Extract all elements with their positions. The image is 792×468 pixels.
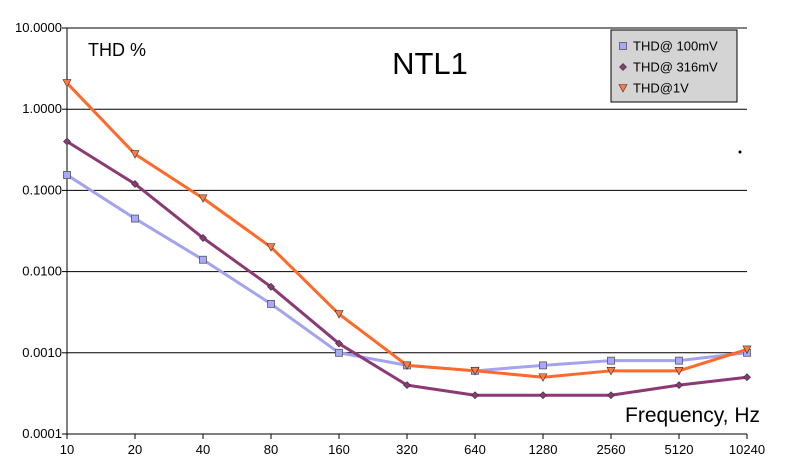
x-tick-label: 5120	[665, 442, 694, 457]
data-point	[607, 356, 615, 365]
x-tick-label: 320	[396, 442, 418, 457]
data-point	[471, 391, 479, 400]
series-group	[62, 79, 752, 400]
data-point	[743, 373, 751, 382]
data-point	[674, 367, 684, 376]
data-point	[403, 381, 411, 390]
y-tick-label: 0.1000	[22, 182, 62, 197]
data-point	[267, 300, 275, 308]
series-2	[63, 137, 751, 400]
x-tick-label: 80	[264, 442, 278, 457]
data-point	[607, 391, 615, 400]
data-point	[539, 391, 547, 400]
y-tick-label: 1.0000	[22, 101, 62, 116]
data-point	[538, 373, 548, 382]
data-point	[266, 243, 276, 252]
x-tick-label: 10	[60, 442, 74, 457]
legend: THD@ 100mV THD@ 316mV THD@1V	[610, 29, 738, 103]
x-tick-label: 2560	[597, 442, 626, 457]
gridlines	[62, 27, 747, 435]
y-tick-label: 0.0010	[22, 345, 62, 360]
y-axis-label: THD %	[88, 40, 146, 60]
data-point	[130, 150, 140, 159]
data-point	[335, 339, 343, 348]
data-point	[470, 367, 480, 376]
y-tick-labels: 10.0000 1.0000 0.1000 0.0100 0.0010 0.0001	[15, 20, 62, 441]
data-point	[606, 367, 616, 376]
data-point	[131, 214, 139, 223]
data-point	[402, 361, 412, 371]
y-tick-label: 0.0100	[22, 264, 62, 279]
series-1	[63, 171, 751, 375]
series-line	[66, 140, 748, 397]
data-point	[618, 84, 628, 93]
legend-entry-label: THD@ 100mV	[633, 39, 718, 54]
series-line	[65, 81, 748, 379]
data-point	[619, 63, 627, 71]
x-tick-label: 160	[328, 442, 350, 457]
data-point	[63, 171, 71, 179]
data-point	[619, 42, 627, 50]
data-point	[199, 255, 207, 264]
data-point	[334, 310, 344, 319]
x-tick-label: 20	[128, 442, 142, 457]
series-line	[66, 173, 748, 373]
data-point	[335, 348, 343, 357]
data-point	[539, 361, 547, 370]
stray-dot	[738, 150, 742, 154]
data-point	[675, 356, 683, 365]
x-tick-label: 1280	[529, 442, 558, 457]
y-tick-label: 0.0001	[22, 426, 62, 441]
axes	[66, 28, 748, 439]
x-tick-labels: 10 20 40 80 160 320 640 1280 2560 5120 10240	[60, 442, 765, 457]
data-point	[267, 282, 275, 291]
x-tick-label: 640	[464, 442, 486, 457]
chart-title: NTL1	[392, 46, 468, 81]
data-point	[63, 137, 71, 146]
data-point	[131, 180, 139, 188]
data-point	[62, 79, 72, 88]
x-axis-label: Frequency, Hz	[625, 404, 760, 427]
data-point	[199, 233, 207, 242]
x-tick-label: 40	[196, 442, 210, 457]
data-point	[198, 194, 208, 203]
data-point	[742, 345, 752, 355]
data-point	[675, 381, 683, 390]
legend-entry-label: THD@ 316mV	[633, 60, 718, 75]
x-tick-label: 10240	[729, 442, 765, 457]
legend-entry-label: THD@1V	[633, 81, 689, 96]
y-tick-label: 10.0000	[15, 20, 62, 35]
series-3	[62, 79, 752, 382]
